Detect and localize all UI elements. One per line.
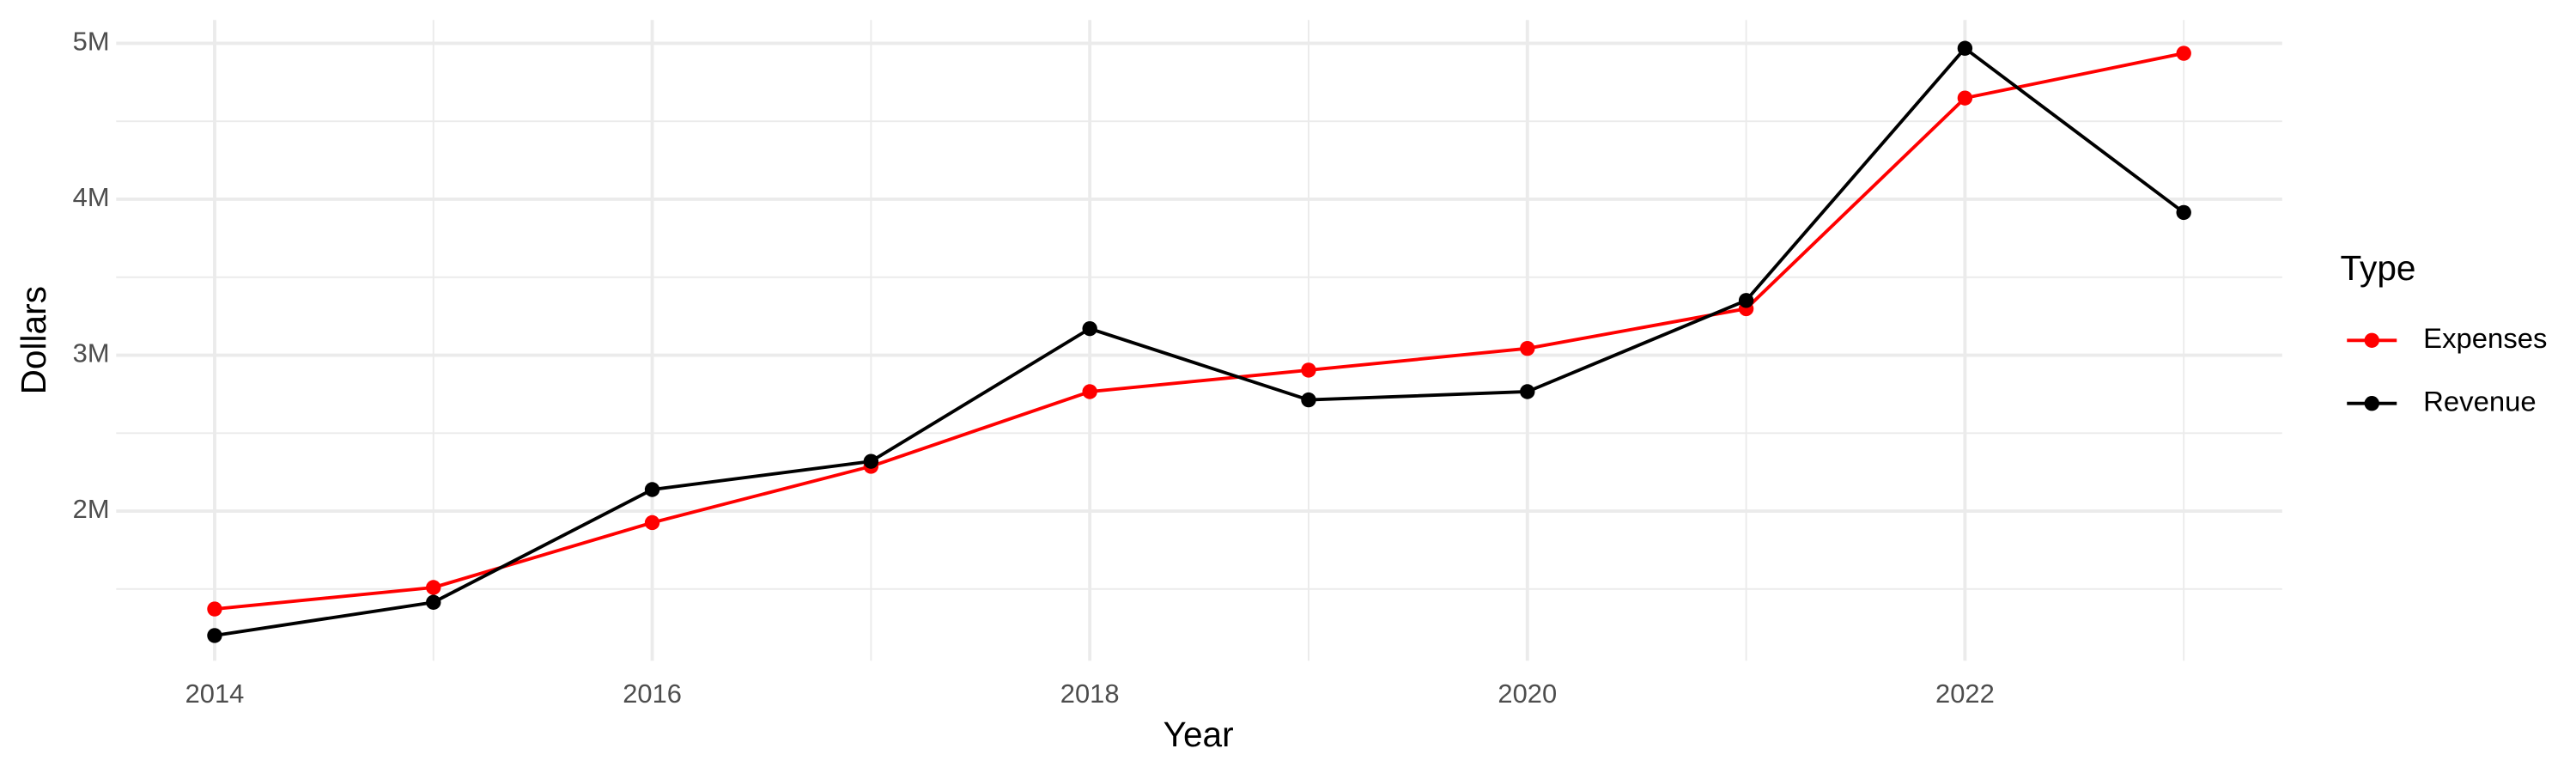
data-point — [1301, 362, 1316, 378]
plot — [207, 40, 2191, 643]
data-point — [1957, 90, 1973, 106]
data-point — [644, 514, 660, 531]
legend-key-point — [2364, 332, 2379, 348]
data-point — [863, 453, 879, 469]
data-point — [1957, 40, 1973, 56]
series-line — [214, 52, 2184, 611]
x-tick-label: 2020 — [1498, 679, 1557, 709]
x-tick-label: 2018 — [1060, 679, 1120, 709]
data-point — [1082, 384, 1097, 399]
legend-label: Revenue — [2423, 385, 2537, 417]
legend-key-point — [2364, 396, 2379, 411]
data-point — [426, 594, 441, 610]
data-point — [207, 601, 222, 617]
y-tick-label: 2M — [73, 494, 110, 524]
data-point — [2176, 46, 2191, 61]
grid — [116, 20, 2282, 661]
legend-label: Expenses — [2423, 322, 2547, 354]
series-line — [214, 46, 2185, 637]
legend-title: Type — [2341, 248, 2416, 288]
data-point — [2176, 204, 2191, 221]
x-axis-title: Year — [1163, 715, 1234, 754]
y-axis-title: Dollars — [14, 286, 53, 394]
y-tick-label: 5M — [73, 27, 110, 57]
data-point — [1082, 320, 1097, 337]
data-point — [644, 482, 660, 497]
data-point — [1520, 384, 1535, 399]
y-tick-label: 4M — [73, 182, 110, 212]
x-tick-label: 2014 — [185, 679, 245, 709]
data-point — [1520, 341, 1535, 356]
data-point — [207, 628, 222, 643]
data-point — [1738, 293, 1754, 308]
x-tick-label: 2022 — [1935, 679, 1995, 709]
data-point — [1301, 392, 1316, 408]
x-tick-label: 2016 — [623, 679, 682, 709]
data-point — [426, 580, 441, 595]
y-tick-label: 3M — [73, 338, 110, 368]
